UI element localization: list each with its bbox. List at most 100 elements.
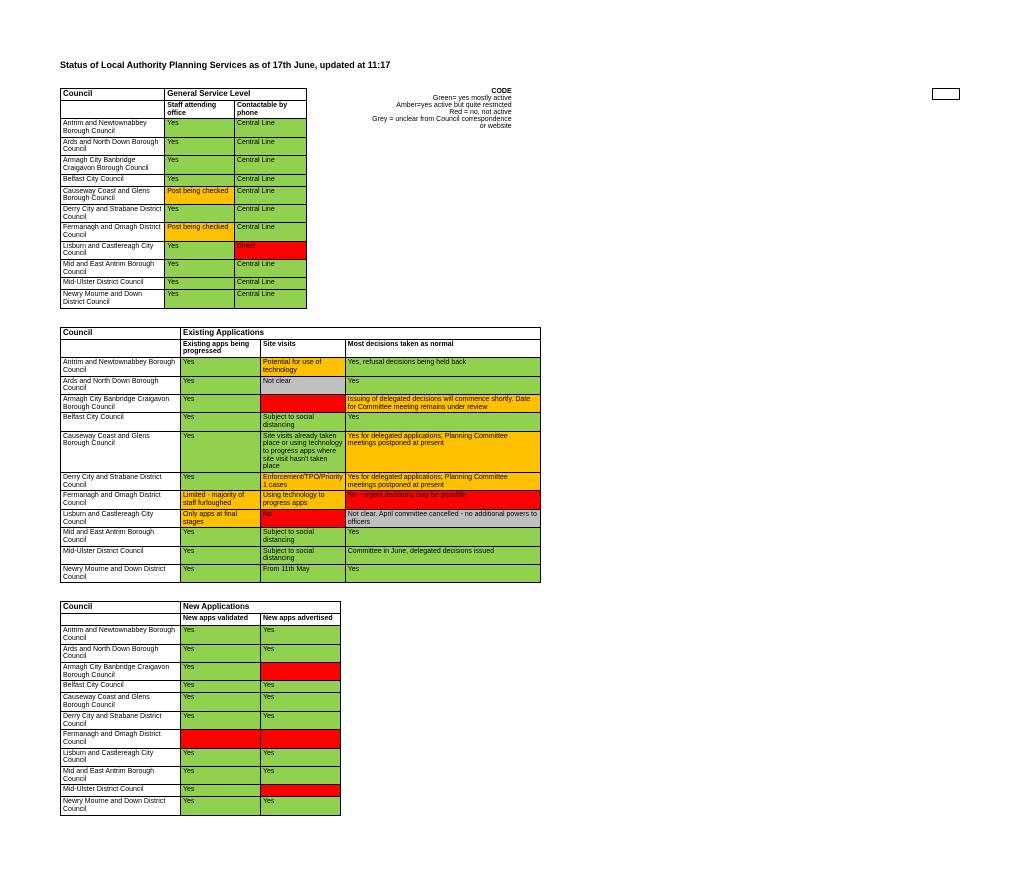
status-cell: Post being checked [165, 186, 235, 204]
top-row: CouncilGeneral Service LevelStaff attend… [60, 88, 960, 327]
status-cell: Yes [165, 278, 235, 290]
status-cell [261, 394, 346, 412]
table-row: Lisburn and Castlereagh City CouncilYesD… [61, 241, 307, 259]
sub-header: New apps validated [181, 614, 261, 626]
sub-header: Contactable by phone [234, 101, 306, 119]
status-cell: Only apps at final stages [181, 509, 261, 527]
status-cell: Yes [181, 546, 261, 564]
council-name: Mid and East Antrim Borough Council [61, 766, 181, 784]
col-header-council: Council [61, 89, 165, 101]
status-cell: Subject to social distancing [261, 413, 346, 431]
status-cell: Yes for delegated applications; Planning… [345, 473, 540, 491]
status-cell: Yes [345, 413, 540, 431]
council-name: Derry City and Strabane District Council [61, 473, 181, 491]
council-name: Mid-Ulster District Council [61, 785, 181, 797]
council-name: Antrim and Newtownabbey Borough Council [61, 626, 181, 644]
status-cell: Yes [181, 644, 261, 662]
status-cell: Yes [261, 693, 341, 711]
status-cell: Yes [261, 681, 341, 693]
status-cell: Yes [165, 260, 235, 278]
status-cell: Yes [261, 797, 341, 815]
table-row: Causeway Coast and Glens Borough Council… [61, 186, 307, 204]
status-cell: Central Line [234, 260, 306, 278]
sub-header: Existing apps being progressed [181, 339, 261, 357]
table-row: Fermanagh and Omagh District CouncilLimi… [61, 491, 541, 509]
status-cell: Yes [181, 748, 261, 766]
status-cell: Yes [181, 413, 261, 431]
council-name: Ards and North Down Borough Council [61, 137, 165, 155]
status-cell: Central Line [234, 204, 306, 222]
council-name: Belfast City Council [61, 413, 181, 431]
blank-cell [61, 101, 165, 119]
status-cell: Yes [181, 626, 261, 644]
code-line: Red = no, not active [367, 109, 512, 116]
table-row: Newry Mourne and Down District CouncilYe… [61, 290, 307, 308]
status-cell: Site visits already taken place or using… [261, 431, 346, 472]
status-cell: Yes [165, 137, 235, 155]
table-row: Derry City and Strabane District Council… [61, 473, 541, 491]
table-row: Fermanagh and Omagh District CouncilPost… [61, 223, 307, 241]
table-row: Derry City and Strabane District Council… [61, 204, 307, 222]
table-row: Antrim and Newtownabbey Borough CouncilY… [61, 626, 341, 644]
council-name: Newry Mourne and Down District Council [61, 290, 165, 308]
table-row: Causeway Coast and Glens Borough Council… [61, 693, 341, 711]
table-row: Belfast City CouncilYesSubject to social… [61, 413, 541, 431]
council-name: Causeway Coast and Glens Borough Council [61, 693, 181, 711]
status-cell: Not clear. April committee cancelled - n… [345, 509, 540, 527]
status-cell: Yes for delegated applications; Planning… [345, 431, 540, 472]
status-cell: Subject to social distancing [261, 528, 346, 546]
status-cell: Using technology to progress apps [261, 491, 346, 509]
table-row: Antrim and Newtownabbey Borough CouncilY… [61, 358, 541, 376]
status-cell: Yes [165, 119, 235, 137]
status-cell: Yes [345, 564, 540, 582]
table-row: Mid-Ulster District CouncilYesCentral Li… [61, 278, 307, 290]
council-name: Derry City and Strabane District Council [61, 204, 165, 222]
table-row: Armagh City Banbridge Craigavon Borough … [61, 394, 541, 412]
status-cell: From 11th May [261, 564, 346, 582]
status-cell: Central Line [234, 119, 306, 137]
table-row: Causeway Coast and Glens Borough Council… [61, 431, 541, 472]
council-name: Newry Mourne and Down District Council [61, 797, 181, 815]
table-row: Antrim and Newtownabbey Borough CouncilY… [61, 119, 307, 137]
sub-header: Most decisions taken as normal [345, 339, 540, 357]
status-cell: Not clear [261, 376, 346, 394]
table-row: Mid and East Antrim Borough CouncilYesYe… [61, 766, 341, 784]
data-table: CouncilNew ApplicationsNew apps validate… [60, 601, 341, 815]
status-cell: Issuing of delegated decisions will comm… [345, 394, 540, 412]
council-name: Fermanagh and Omagh District Council [61, 730, 181, 748]
status-cell: Yes [261, 644, 341, 662]
council-name: Ards and North Down Borough Council [61, 376, 181, 394]
status-cell: Central Line [234, 186, 306, 204]
council-name: Lisburn and Castlereagh City Council [61, 241, 165, 259]
table-row: Ards and North Down Borough CouncilYesNo… [61, 376, 541, 394]
table-row: Newry Mourne and Down District CouncilYe… [61, 797, 341, 815]
table-row: Armagh City Banbridge Craigavon Borough … [61, 663, 341, 681]
status-cell: Yes [165, 156, 235, 174]
status-cell: Yes [181, 797, 261, 815]
sub-header: Staff attending office [165, 101, 235, 119]
data-table: CouncilExisting ApplicationsExisting app… [60, 327, 541, 584]
council-name: Belfast City Council [61, 174, 165, 186]
status-cell: Yes [181, 663, 261, 681]
status-cell: Direct [234, 241, 306, 259]
status-cell: Enforcement/TPO/Priority 1 cases [261, 473, 346, 491]
status-cell: No [261, 509, 346, 527]
code-legend: CODEGreen= yes mostly activeAmber=yes ac… [367, 88, 512, 130]
code-line: Grey = unclear from Council corresponden… [367, 116, 512, 130]
status-cell: Central Line [234, 137, 306, 155]
status-cell: Yes [261, 766, 341, 784]
council-name: Armagh City Banbridge Craigavon Borough … [61, 156, 165, 174]
status-cell: Yes [165, 241, 235, 259]
status-cell: Yes [345, 528, 540, 546]
tables-wrap: CouncilGeneral Service LevelStaff attend… [60, 88, 307, 327]
status-cell: Yes [261, 626, 341, 644]
code-line: Amber=yes active but quite restricted [367, 102, 512, 109]
council-name: Mid-Ulster District Council [61, 546, 181, 564]
blank-cell [61, 339, 181, 357]
status-cell: Yes [181, 376, 261, 394]
status-cell: Yes [345, 376, 540, 394]
council-name: Armagh City Banbridge Craigavon Borough … [61, 394, 181, 412]
data-table: CouncilGeneral Service LevelStaff attend… [60, 88, 307, 309]
code-legend-wrapper: CODEGreen= yes mostly activeAmber=yes ac… [307, 88, 512, 130]
council-name: Lisburn and Castlereagh City Council [61, 509, 181, 527]
